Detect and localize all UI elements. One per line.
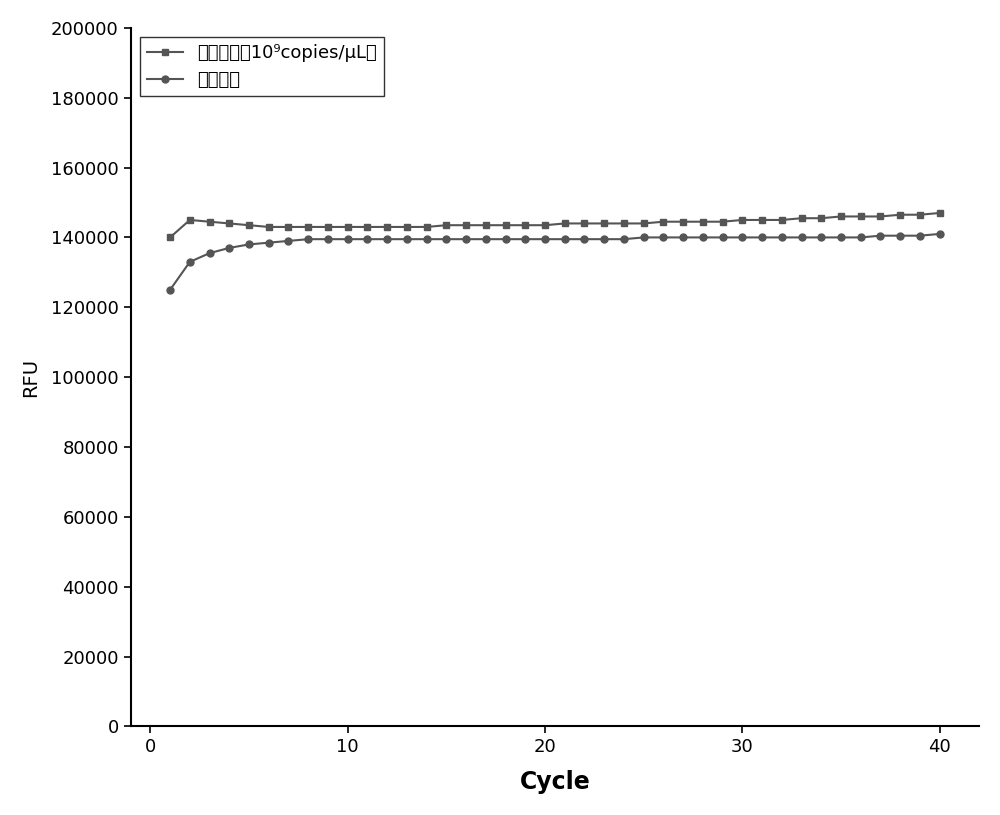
阴性对照 [717, 232, 729, 242]
阳性对照（10⁹copies/μL） [164, 232, 176, 242]
阴性对照 [421, 234, 433, 244]
阴性对照 [776, 232, 788, 242]
阴性对照 [440, 234, 452, 244]
阳性对照（10⁹copies/μL） [874, 212, 886, 222]
阳性对照（10⁹copies/μL） [243, 220, 255, 230]
阴性对照 [697, 232, 709, 242]
阳性对照（10⁹copies/μL） [894, 209, 906, 219]
Y-axis label: RFU: RFU [21, 358, 40, 397]
阳性对照（10⁹copies/μL） [263, 222, 275, 231]
阴性对照 [184, 257, 196, 267]
阳性对照（10⁹copies/μL） [697, 217, 709, 227]
阴性对照 [401, 234, 413, 244]
阳性对照（10⁹copies/μL） [677, 217, 689, 227]
阳性对照（10⁹copies/μL） [736, 215, 748, 225]
阳性对照（10⁹copies/μL） [282, 222, 294, 231]
阳性对照（10⁹copies/μL） [342, 222, 354, 231]
阴性对照 [657, 232, 669, 242]
阳性对照（10⁹copies/μL） [519, 220, 531, 230]
阴性对照 [519, 234, 531, 244]
阴性对照 [322, 234, 334, 244]
阳性对照（10⁹copies/μL） [934, 208, 946, 218]
阴性对照 [578, 234, 590, 244]
阴性对照 [914, 231, 926, 240]
阴性对照 [618, 234, 630, 244]
阳性对照（10⁹copies/μL） [618, 218, 630, 228]
阴性对照 [855, 232, 867, 242]
阴性对照 [164, 285, 176, 295]
阳性对照（10⁹copies/μL） [598, 218, 610, 228]
阳性对照（10⁹copies/μL） [440, 220, 452, 230]
X-axis label: Cycle: Cycle [520, 770, 590, 794]
阴性对照 [677, 232, 689, 242]
阳性对照（10⁹copies/μL） [539, 220, 551, 230]
阴性对照 [894, 231, 906, 240]
阳性对照（10⁹copies/μL） [500, 220, 512, 230]
Line: 阴性对照: 阴性对照 [167, 231, 943, 293]
Legend: 阳性对照（10⁹copies/μL）, 阴性对照: 阳性对照（10⁹copies/μL）, 阴性对照 [140, 37, 384, 96]
阳性对照（10⁹copies/μL） [302, 222, 314, 231]
阴性对照 [874, 231, 886, 240]
阳性对照（10⁹copies/μL） [638, 218, 650, 228]
阳性对照（10⁹copies/μL） [460, 220, 472, 230]
阴性对照 [539, 234, 551, 244]
Line: 阳性对照（10⁹copies/μL）: 阳性对照（10⁹copies/μL） [167, 209, 943, 241]
阳性对照（10⁹copies/μL） [421, 222, 433, 231]
阴性对照 [381, 234, 393, 244]
阳性对照（10⁹copies/μL） [361, 222, 373, 231]
阳性对照（10⁹copies/μL） [657, 217, 669, 227]
阴性对照 [500, 234, 512, 244]
阴性对照 [796, 232, 808, 242]
阳性对照（10⁹copies/μL） [322, 222, 334, 231]
阳性对照（10⁹copies/μL） [855, 212, 867, 222]
阴性对照 [480, 234, 492, 244]
阳性对照（10⁹copies/μL） [815, 214, 827, 223]
阳性对照（10⁹copies/μL） [401, 222, 413, 231]
阳性对照（10⁹copies/μL） [914, 209, 926, 219]
阴性对照 [263, 238, 275, 248]
阴性对照 [598, 234, 610, 244]
阳性对照（10⁹copies/μL） [835, 212, 847, 222]
阳性对照（10⁹copies/μL） [223, 218, 235, 228]
阳性对照（10⁹copies/μL） [776, 215, 788, 225]
阳性对照（10⁹copies/μL） [578, 218, 590, 228]
阴性对照 [934, 229, 946, 239]
阴性对照 [835, 232, 847, 242]
阳性对照（10⁹copies/μL） [796, 214, 808, 223]
阴性对照 [282, 236, 294, 246]
阳性对照（10⁹copies/μL） [204, 217, 216, 227]
阴性对照 [815, 232, 827, 242]
阴性对照 [243, 240, 255, 249]
阴性对照 [302, 234, 314, 244]
阳性对照（10⁹copies/μL） [184, 215, 196, 225]
阴性对照 [756, 232, 768, 242]
阳性对照（10⁹copies/μL） [756, 215, 768, 225]
阴性对照 [342, 234, 354, 244]
阳性对照（10⁹copies/μL） [559, 218, 571, 228]
阴性对照 [204, 249, 216, 258]
阳性对照（10⁹copies/μL） [480, 220, 492, 230]
阴性对照 [559, 234, 571, 244]
阴性对照 [460, 234, 472, 244]
阳性对照（10⁹copies/μL） [381, 222, 393, 231]
阴性对照 [638, 232, 650, 242]
阴性对照 [223, 243, 235, 253]
阴性对照 [361, 234, 373, 244]
阳性对照（10⁹copies/μL） [717, 217, 729, 227]
阴性对照 [736, 232, 748, 242]
